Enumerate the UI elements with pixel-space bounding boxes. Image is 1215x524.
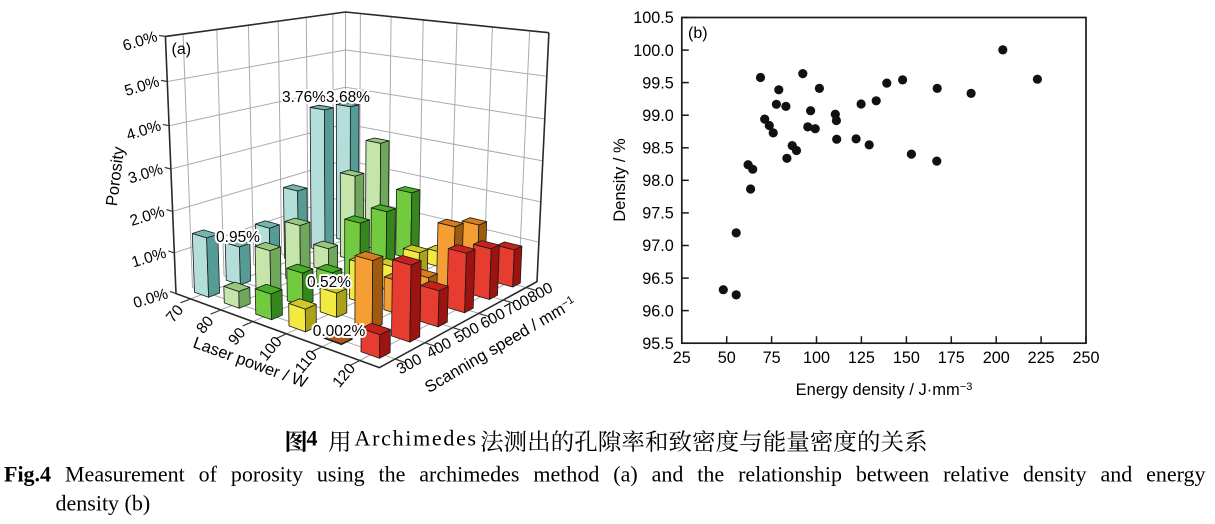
svg-text:4.0%: 4.0% [124,118,163,145]
svg-text:relative: relative [943,461,1009,486]
svg-text:Fig.4: Fig.4 [4,461,51,486]
svg-text:density: density [1023,461,1087,486]
svg-text:porosity: porosity [231,461,303,486]
svg-text:100.5: 100.5 [633,9,674,27]
svg-text:225: 225 [1028,349,1055,367]
svg-text:3.76%: 3.76% [282,89,326,106]
svg-text:4: 4 [307,426,318,451]
svg-text:and: and [652,461,684,486]
svg-text:(a): (a) [172,41,192,58]
svg-text:3.0%: 3.0% [126,161,165,188]
svg-text:150: 150 [893,349,920,367]
svg-text:(a): (a) [613,461,637,486]
svg-text:Laser power / W: Laser power / W [191,334,310,392]
svg-text:96.5: 96.5 [642,270,674,288]
svg-text:Energy density / J·mm−3: Energy density / J·mm−3 [796,381,973,399]
svg-text:Density / %: Density / % [611,138,629,222]
svg-text:5.0%: 5.0% [123,73,162,100]
svg-text:2.0%: 2.0% [128,203,167,230]
svg-text:6.0%: 6.0% [121,28,160,55]
svg-text:archimedes: archimedes [419,461,519,486]
svg-text:density (b): density (b) [56,491,151,516]
svg-text:96.0: 96.0 [642,302,674,320]
svg-text:method: method [533,461,599,486]
svg-text:energy: energy [1146,461,1205,486]
svg-text:70: 70 [163,302,187,326]
svg-text:75: 75 [763,349,781,367]
svg-text:50: 50 [718,349,736,367]
svg-text:relationship: relationship [738,461,842,486]
svg-text:97.5: 97.5 [642,205,674,223]
svg-text:95.5: 95.5 [642,335,674,353]
svg-text:99.5: 99.5 [642,74,674,92]
svg-text:Measurement: Measurement [65,461,185,486]
svg-text:100: 100 [803,349,830,367]
svg-text:100.0: 100.0 [633,42,674,60]
svg-text:175: 175 [938,349,965,367]
svg-text:99.0: 99.0 [642,107,674,125]
svg-text:125: 125 [848,349,875,367]
svg-text:the: the [379,461,406,486]
svg-text:120: 120 [329,360,359,391]
svg-text:(b): (b) [688,25,708,42]
svg-text:250: 250 [1072,349,1099,367]
svg-text:98.5: 98.5 [642,140,674,158]
svg-text:0.52%: 0.52% [307,274,351,291]
svg-text:200: 200 [983,349,1010,367]
svg-text:of: of [199,461,218,486]
svg-text:using: using [317,461,365,486]
svg-text:0.0%: 0.0% [131,285,170,312]
svg-text:98.0: 98.0 [642,172,674,190]
svg-text:the: the [697,461,724,486]
svg-text:97.0: 97.0 [642,237,674,255]
svg-text:Porosity: Porosity [103,145,128,207]
svg-text:25: 25 [673,349,691,367]
svg-text:1.0%: 1.0% [130,245,169,272]
svg-text:between: between [856,461,929,486]
svg-text:0.002%: 0.002% [313,323,366,340]
svg-text:3.68%: 3.68% [326,89,370,106]
svg-text:Archimedes: Archimedes [355,426,478,451]
svg-text:and: and [1101,461,1133,486]
svg-text:0.95%: 0.95% [216,229,260,246]
